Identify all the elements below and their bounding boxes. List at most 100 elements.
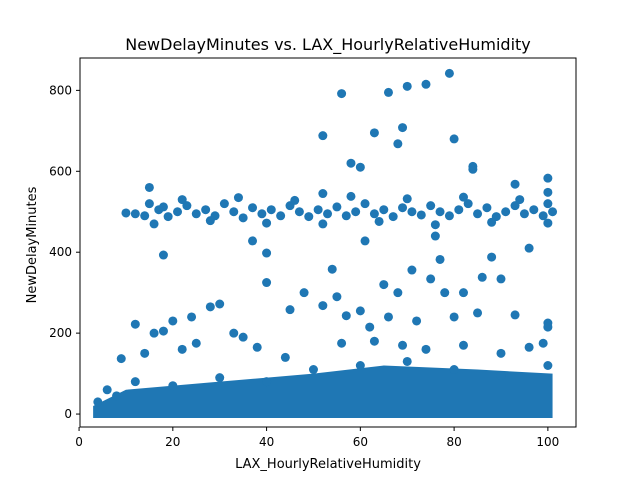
y-axis-ticks: 0 200 400 600 800 (49, 83, 80, 421)
scatter-point (355, 162, 365, 172)
scatter-point (149, 328, 159, 338)
scatter-point (130, 319, 140, 329)
x-tick-label: 40 (259, 435, 274, 449)
scatter-point (398, 203, 408, 213)
scatter-point (304, 212, 314, 222)
y-tick-label: 800 (49, 83, 72, 97)
scatter-point (168, 381, 178, 391)
scatter-point (444, 211, 454, 221)
scatter-point (421, 79, 431, 89)
scatter-point (233, 193, 243, 203)
scatter-point (383, 87, 393, 97)
scatter-point (332, 292, 342, 302)
scatter-point (112, 391, 122, 401)
scatter-point (341, 311, 351, 321)
scatter-point (398, 340, 408, 350)
scatter-point (177, 195, 187, 205)
scatter-point (262, 248, 272, 258)
scatter-point (543, 361, 553, 370)
scatter-point (458, 192, 468, 202)
scatter-point (473, 308, 483, 318)
scatter-point (163, 212, 173, 222)
scatter-point (426, 201, 436, 211)
scatter-point (219, 199, 229, 209)
scatter-point (266, 205, 276, 215)
scatter-point (548, 207, 558, 217)
scatter-point (543, 218, 553, 228)
scatter-point (416, 210, 426, 220)
scatter-point (121, 208, 131, 218)
scatter-point (332, 202, 342, 212)
scatter-point (501, 207, 511, 217)
scatter-point (543, 173, 553, 183)
scatter-point (458, 288, 468, 298)
scatter-point (173, 207, 183, 217)
scatter-point (318, 131, 328, 141)
scatter-point (369, 128, 379, 138)
scatter-point (463, 199, 473, 209)
x-tick-label: 100 (536, 435, 559, 449)
scatter-point (177, 344, 187, 354)
scatter-point (318, 219, 328, 229)
scatter-point (318, 189, 328, 199)
scatter-point (308, 365, 318, 375)
scatter-point (294, 207, 304, 217)
scatter-point (360, 199, 370, 209)
scatter-point (538, 338, 548, 348)
scatter-point (341, 211, 351, 221)
scatter-point (473, 209, 483, 219)
scatter-point (248, 236, 258, 246)
scatter-point (412, 316, 422, 326)
scatter-point (449, 365, 459, 375)
dense-band-area (93, 365, 553, 419)
scatter-point (205, 302, 215, 312)
scatter-point (543, 199, 553, 209)
scatter-point (515, 195, 525, 205)
scatter-point (238, 332, 248, 342)
scatter-point (430, 220, 440, 230)
scatter-point (346, 191, 356, 201)
scatter-point (238, 213, 248, 223)
scatter-point (191, 209, 201, 219)
scatter-point (158, 202, 168, 212)
scatter-point (393, 139, 403, 149)
scatter-point (407, 207, 417, 217)
dense-points-band (93, 365, 553, 419)
scatter-point (280, 352, 290, 362)
scatter-point (248, 203, 258, 213)
scatter-point (351, 207, 361, 217)
scatter-point (510, 310, 520, 320)
scatter-point (510, 179, 520, 189)
plot-area-frame (79, 57, 577, 428)
scatter-point (458, 340, 468, 350)
scatter-point (215, 373, 225, 383)
scatter-point (482, 203, 492, 213)
scatter-point (102, 385, 112, 395)
scatter-point (393, 288, 403, 298)
scatter-point (299, 288, 309, 298)
scatter-point (426, 274, 436, 284)
scatter-point (140, 211, 150, 221)
scatter-points (93, 68, 558, 407)
scatter-point (205, 216, 215, 226)
scatter-point (440, 288, 450, 298)
scatter-point (149, 219, 159, 229)
scatter-point (257, 209, 267, 219)
scatter-point (529, 205, 539, 215)
scatter-point (262, 377, 272, 387)
scatter-point (140, 348, 150, 358)
scatter-point (346, 158, 356, 168)
scatter-point (318, 301, 328, 311)
scatter-point (116, 354, 126, 364)
scatter-point (407, 265, 417, 275)
scatter-point (365, 322, 375, 332)
scatter-point (477, 272, 487, 282)
scatter-point (543, 187, 553, 197)
scatter-point (510, 201, 520, 211)
scatter-point (252, 342, 262, 352)
scatter-point (402, 81, 412, 91)
scatter-point (285, 305, 295, 315)
scatter-point (487, 252, 497, 262)
scatter-point (182, 201, 192, 211)
